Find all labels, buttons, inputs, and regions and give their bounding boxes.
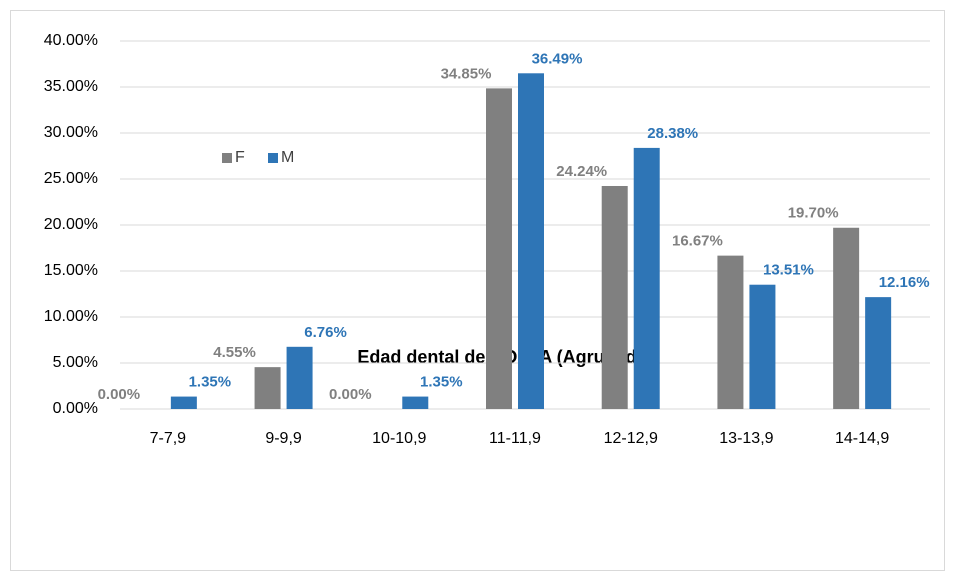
y-tick-label: 20.00% bbox=[44, 216, 98, 233]
y-tick-label: 0.00% bbox=[53, 400, 98, 417]
data-label: 0.00% bbox=[98, 386, 141, 403]
y-tick-label: 5.00% bbox=[53, 354, 98, 371]
legend-swatch bbox=[268, 153, 278, 163]
data-label: 28.38% bbox=[647, 125, 698, 142]
data-label: 13.51% bbox=[763, 262, 814, 279]
bar bbox=[402, 396, 429, 409]
legend-label: M bbox=[281, 149, 294, 166]
x-tick-label: 9-9,9 bbox=[265, 430, 302, 447]
x-tick-label: 10-10,9 bbox=[372, 430, 426, 447]
bar bbox=[865, 297, 892, 409]
bar bbox=[833, 227, 860, 409]
bar bbox=[749, 284, 776, 409]
data-label: 34.85% bbox=[441, 65, 492, 82]
data-label: 6.76% bbox=[304, 324, 347, 341]
y-tick-label: 30.00% bbox=[44, 124, 98, 141]
y-tick-label: 10.00% bbox=[44, 308, 98, 325]
y-tick-label: 35.00% bbox=[44, 78, 98, 95]
x-tick-label: 13-13,9 bbox=[719, 430, 773, 447]
data-label: 24.24% bbox=[556, 163, 607, 180]
legend-label: F bbox=[235, 149, 245, 166]
data-label: 36.49% bbox=[532, 50, 583, 67]
y-tick-label: 15.00% bbox=[44, 262, 98, 279]
x-tick-label: 7-7,9 bbox=[150, 430, 187, 447]
bar bbox=[518, 73, 544, 410]
data-label: 0.00% bbox=[329, 386, 372, 403]
data-label: 16.67% bbox=[672, 233, 723, 250]
x-tick-label: 11-11,9 bbox=[489, 430, 541, 447]
bar bbox=[633, 147, 660, 410]
legend-swatch bbox=[222, 153, 232, 163]
data-label: 4.55% bbox=[213, 344, 256, 361]
x-tick-label: 14-14,9 bbox=[835, 430, 889, 447]
data-label: 12.16% bbox=[879, 274, 930, 291]
data-label: 1.35% bbox=[189, 374, 232, 391]
bar bbox=[170, 396, 197, 409]
data-label: 19.70% bbox=[788, 205, 839, 222]
bar bbox=[254, 367, 281, 409]
chart-border bbox=[10, 10, 945, 571]
y-tick-label: 40.00% bbox=[44, 32, 98, 49]
y-tick-label: 25.00% bbox=[44, 170, 98, 187]
data-label: 1.35% bbox=[420, 374, 463, 391]
bar bbox=[717, 255, 744, 409]
bar bbox=[286, 346, 313, 409]
bar bbox=[601, 185, 628, 409]
bar bbox=[486, 88, 512, 409]
x-tick-label: 12-12,9 bbox=[604, 430, 658, 447]
